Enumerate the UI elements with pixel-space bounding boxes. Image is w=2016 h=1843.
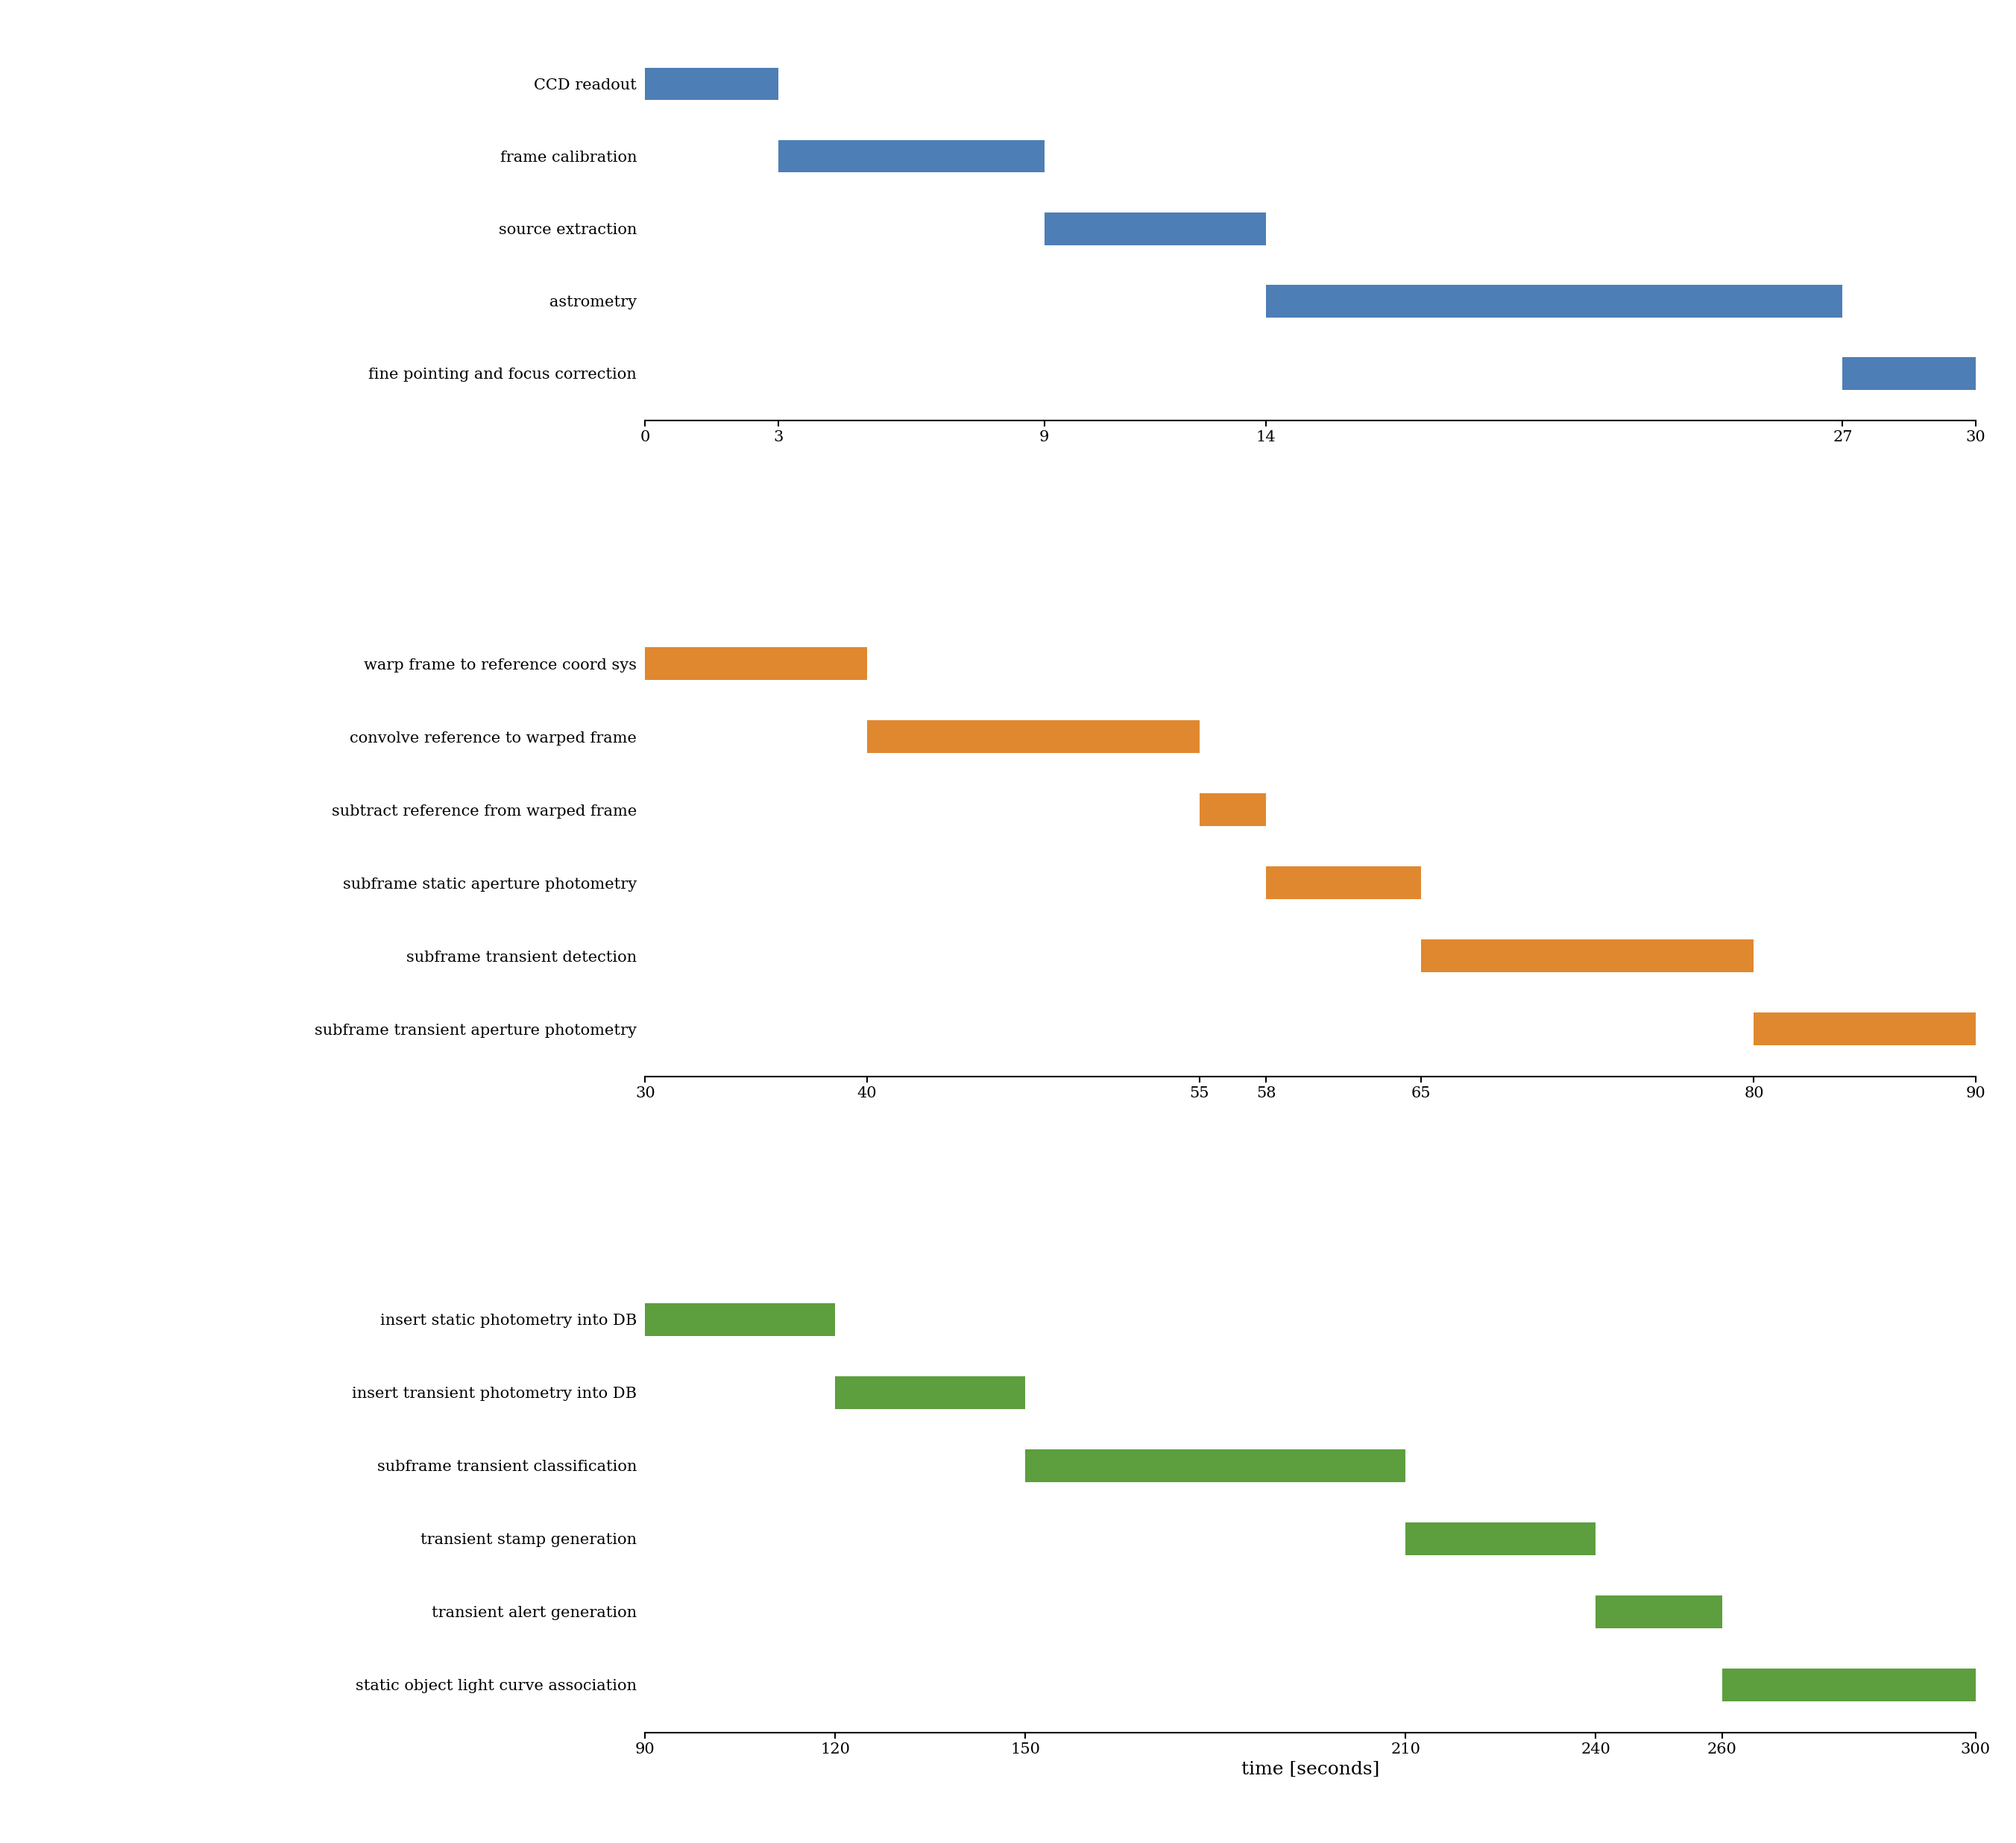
- Bar: [1266, 866, 1421, 899]
- Bar: [645, 647, 867, 680]
- Bar: [867, 721, 1200, 754]
- Bar: [1754, 1012, 1976, 1045]
- Bar: [835, 1377, 1026, 1410]
- Bar: [778, 140, 1044, 173]
- Bar: [1595, 1596, 1722, 1629]
- Bar: [645, 68, 778, 100]
- Bar: [1421, 940, 1754, 973]
- Bar: [1200, 792, 1266, 826]
- Bar: [1843, 358, 1976, 389]
- Bar: [1026, 1449, 1405, 1482]
- Bar: [1722, 1668, 1976, 1701]
- Bar: [1266, 286, 1843, 317]
- X-axis label: time [seconds]: time [seconds]: [1242, 1760, 1379, 1778]
- Bar: [1405, 1522, 1595, 1555]
- Bar: [1044, 212, 1266, 245]
- Bar: [645, 1303, 835, 1336]
